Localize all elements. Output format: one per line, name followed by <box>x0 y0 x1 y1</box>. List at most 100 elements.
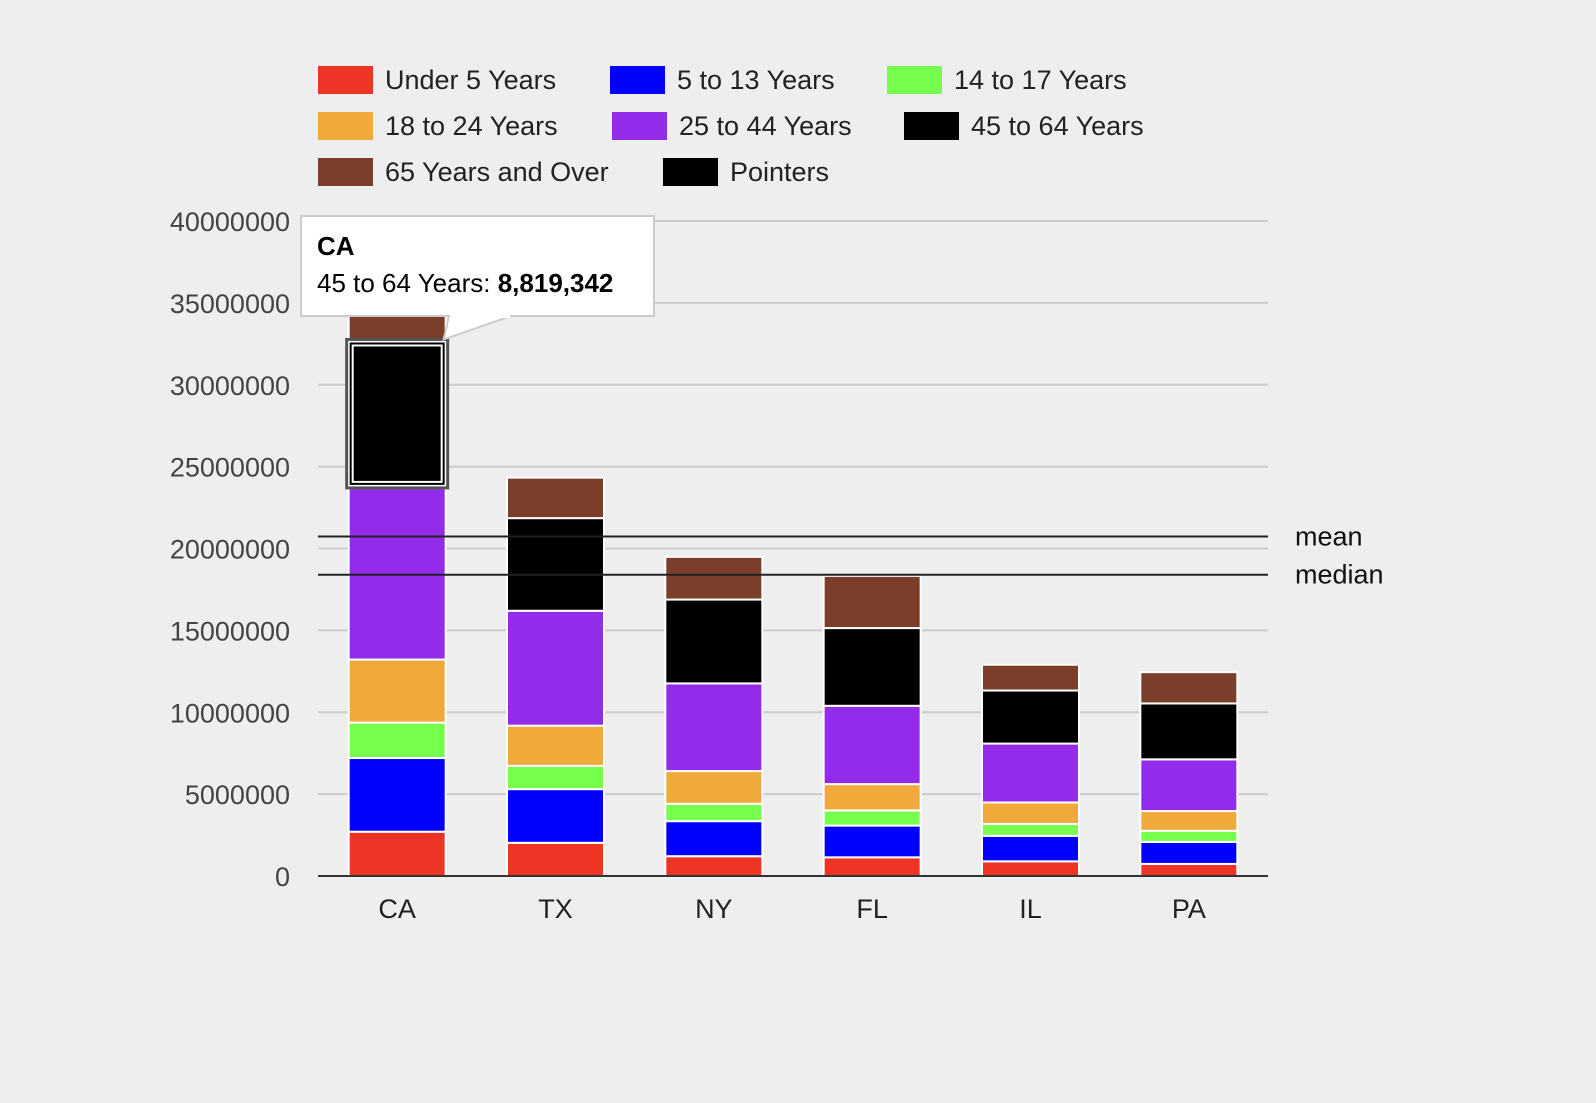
x-axis: CA TX NY FL IL PA <box>318 875 1268 924</box>
legend-swatch <box>904 112 959 140</box>
bar-segment-fl-45-to-64-years <box>822 627 922 707</box>
x-tick-label: IL <box>1019 894 1042 924</box>
bar-segment-pa-14-to-17-years <box>1139 829 1239 843</box>
bar-segment-tx-65-years-and-over <box>506 476 605 520</box>
bar-segment-ny-25-to-44-years <box>664 682 764 773</box>
x-tick-label: TX <box>538 894 573 924</box>
bar-segment-ca-14-to-17-years <box>347 721 447 760</box>
bar-segment-il-18-to-24-years <box>981 801 1080 825</box>
bar-segment-tx-14-to-17-years <box>506 764 605 791</box>
bar-stack-tx <box>506 476 605 878</box>
y-tick-label: 35000000 <box>170 289 290 319</box>
bar-segment-il-25-to-44-years <box>981 742 1080 804</box>
bar-segment-tx-45-to-64-years <box>506 517 605 612</box>
bar-segment-pa-65-years-and-over <box>1139 671 1239 705</box>
x-tick-label: PA <box>1172 894 1206 924</box>
y-tick-label: 10000000 <box>170 698 290 728</box>
bar-segment-ca-45-to-64-years <box>347 340 447 487</box>
bar-segment-il-under-5-years <box>981 860 1080 878</box>
bars <box>347 273 1239 878</box>
bar-segment-tx-under-5-years <box>506 841 605 878</box>
bar-segment-ca-18-to-24-years <box>347 658 447 724</box>
legend-item-65-years-and-over: 65 Years and Over <box>318 157 609 187</box>
y-tick-label: 25000000 <box>170 453 290 483</box>
legend-label: Pointers <box>730 157 829 187</box>
legend-item-under-5-years: Under 5 Years <box>318 65 556 95</box>
y-tick-label: 30000000 <box>170 371 290 401</box>
bar-segment-il-14-to-17-years <box>981 822 1080 837</box>
bar-segment-ny-65-years-and-over <box>664 555 764 601</box>
highlight-inner-border <box>351 344 443 483</box>
bar-stack-pa <box>1139 671 1239 878</box>
x-tick-label: CA <box>378 894 416 924</box>
reference-lines: mean median <box>318 521 1384 590</box>
tooltip-body: 45 to 64 Years: 8,819,342 <box>317 268 613 298</box>
bar-segment-fl-14-to-17-years <box>822 809 922 827</box>
reference-label-median: median <box>1295 560 1384 590</box>
bar-segment-pa-18-to-24-years <box>1139 810 1239 832</box>
tooltip-background <box>300 215 655 317</box>
bar-segment-ca-5-to-13-years <box>347 757 447 833</box>
bar-stack-il <box>981 663 1080 878</box>
tooltip-series-label: 45 to 64 Years: <box>317 268 498 298</box>
legend-label: 25 to 44 Years <box>679 111 852 141</box>
legend-item-pointers: Pointers <box>663 157 829 187</box>
legend-item-14-to-17-years: 14 to 17 Years <box>887 65 1127 95</box>
y-tick-label: 15000000 <box>170 616 290 646</box>
legend-swatch <box>610 66 665 94</box>
bar-stack-ca <box>347 273 447 877</box>
tooltip-value: 8,819,342 <box>498 268 614 298</box>
bar-stack-ny <box>664 555 764 877</box>
legend-label: 18 to 24 Years <box>385 111 558 141</box>
legend-swatch <box>318 158 373 186</box>
bar-segment-il-65-years-and-over <box>981 663 1080 692</box>
x-tick-label: FL <box>856 894 888 924</box>
bar-segment-ny-18-to-24-years <box>664 770 764 805</box>
legend-item-25-to-44-years: 25 to 44 Years <box>612 111 852 141</box>
bar-segment-il-45-to-64-years <box>981 689 1080 745</box>
bar-segment-ca-under-5-years <box>347 830 447 877</box>
legend-swatch <box>887 66 942 94</box>
legend-label: 65 Years and Over <box>385 157 609 187</box>
tooltip-pointer <box>442 315 512 342</box>
legend-item-18-to-24-years: 18 to 24 Years <box>318 111 558 141</box>
bar-segment-pa-5-to-13-years <box>1139 840 1239 865</box>
legend-label: Under 5 Years <box>385 65 556 95</box>
bar-segment-ny-45-to-64-years <box>664 598 764 685</box>
legend-item-5-to-13-years: 5 to 13 Years <box>610 65 835 95</box>
bar-segment-ny-14-to-17-years <box>664 802 764 823</box>
bar-segment-fl-5-to-13-years <box>822 824 922 859</box>
tooltip-box: CA 45 to 64 Years: 8,819,342 <box>300 215 655 342</box>
legend-swatch <box>663 158 718 186</box>
tooltip-title: CA <box>317 231 355 261</box>
legend-item-45-to-64-years: 45 to 64 Years <box>904 111 1144 141</box>
y-tick-label: 40000000 <box>170 207 290 237</box>
x-tick-label: NY <box>695 894 733 924</box>
reference-label-mean: mean <box>1295 521 1363 551</box>
y-tick-label: 20000000 <box>170 535 290 565</box>
bar-segment-pa-under-5-years <box>1139 862 1239 878</box>
legend-label: 5 to 13 Years <box>677 65 835 95</box>
bar-segment-tx-25-to-44-years <box>506 609 605 727</box>
highlight-outer-border <box>345 337 450 490</box>
bar-segment-fl-25-to-44-years <box>822 704 922 786</box>
bar-segment-ny-5-to-13-years <box>664 820 764 858</box>
legend-swatch <box>318 112 373 140</box>
bar-segment-fl-18-to-24-years <box>822 783 922 812</box>
bar-segment-fl-65-years-and-over <box>822 574 922 630</box>
bar-segment-tx-18-to-24-years <box>506 724 605 767</box>
legend: Under 5 Years 5 to 13 Years 14 to 17 Years… <box>318 65 1144 187</box>
tooltip: CA 45 to 64 Years: 8,819,342 <box>300 215 655 490</box>
legend-swatch <box>318 66 373 94</box>
legend-label: 14 to 17 Years <box>954 65 1127 95</box>
bar-stack-fl <box>822 574 922 877</box>
bar-segment-il-5-to-13-years <box>981 834 1080 863</box>
legend-label: 45 to 64 Years <box>971 111 1144 141</box>
legend-swatch <box>612 112 667 140</box>
y-tick-label: 0 <box>275 862 290 892</box>
bar-segment-ca-25-to-44-years <box>347 484 447 661</box>
bar-segment-pa-45-to-64-years <box>1139 702 1239 761</box>
y-tick-label: 5000000 <box>185 780 290 810</box>
